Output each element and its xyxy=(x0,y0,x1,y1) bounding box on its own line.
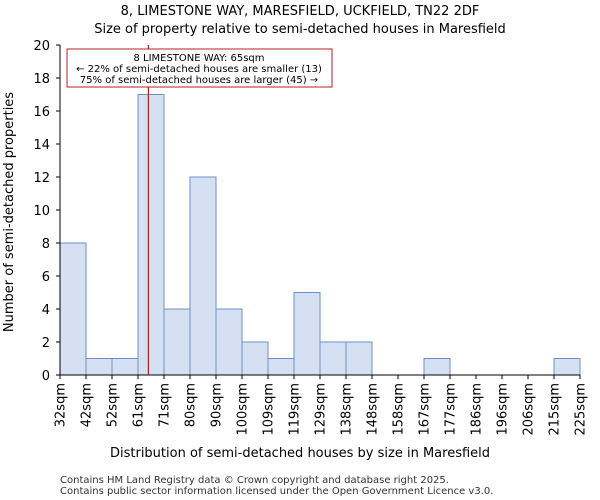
histogram-bar xyxy=(85,358,113,376)
x-tick-label: 225sqm xyxy=(574,383,589,436)
y-tick-label: 6 xyxy=(42,270,50,285)
bars-layer xyxy=(59,94,581,376)
x-tick-label: 109sqm xyxy=(262,383,277,436)
x-tick-label: 71sqm xyxy=(158,383,173,427)
x-tick-label: 119sqm xyxy=(288,383,303,436)
x-tick-label: 167sqm xyxy=(418,383,433,436)
y-tick-label: 14 xyxy=(33,138,50,153)
histogram-bar xyxy=(189,176,217,376)
y-tick-label: 16 xyxy=(33,105,50,120)
x-tick-label: 42sqm xyxy=(80,383,95,427)
histogram-bar xyxy=(241,341,269,376)
footer-line1: Contains HM Land Registry data © Crown c… xyxy=(60,475,449,486)
y-tick-label: 0 xyxy=(42,369,50,384)
annotation-line2: ← 22% of semi-detached houses are smalle… xyxy=(76,64,322,75)
x-tick-label: 52sqm xyxy=(106,383,121,427)
histogram-bar xyxy=(267,358,295,376)
x-tick-label: 129sqm xyxy=(314,383,329,436)
footer-line2: Contains public sector information licen… xyxy=(60,486,493,497)
x-tick-label: 100sqm xyxy=(236,383,251,436)
histogram-bar xyxy=(553,358,581,376)
x-tick-label: 90sqm xyxy=(210,383,225,427)
x-tick-label: 32sqm xyxy=(54,383,69,427)
y-tick-label: 2 xyxy=(42,336,50,351)
annotation-box: 8 LIMESTONE WAY: 65sqm ← 22% of semi-det… xyxy=(66,48,333,88)
x-tick-label: 148sqm xyxy=(366,383,381,436)
histogram-bar xyxy=(215,308,243,376)
x-tick-label: 177sqm xyxy=(444,383,459,436)
x-tick-label: 206sqm xyxy=(522,383,537,436)
annotation-frame xyxy=(66,48,333,88)
x-tick-label: 186sqm xyxy=(470,383,485,436)
y-tick-label: 4 xyxy=(42,303,50,318)
x-tick-label: 196sqm xyxy=(496,383,511,436)
histogram-bar xyxy=(319,341,347,376)
y-tick-labels: 0 2 4 6 8 10 12 14 16 18 20 xyxy=(33,39,60,384)
chart-title-line2: Size of property relative to semi-detach… xyxy=(94,22,506,37)
x-axis-label: Distribution of semi-detached houses by … xyxy=(110,446,490,461)
x-tick-label: 215sqm xyxy=(548,383,563,436)
histogram-bar xyxy=(111,358,139,376)
chart-title-line1: 8, LIMESTONE WAY, MARESFIELD, UCKFIELD, … xyxy=(121,4,480,19)
annotation-line1: 8 LIMESTONE WAY: 65sqm xyxy=(133,53,264,64)
y-axis-label: Number of semi-detached properties xyxy=(2,92,17,332)
x-tick-labels: 32sqm 42sqm 52sqm 61sqm 71sqm 80sqm 90sqm 100sq… xyxy=(54,375,589,436)
histogram-bar xyxy=(59,242,87,376)
y-tick-label: 18 xyxy=(33,72,50,87)
y-tick-label: 10 xyxy=(33,204,50,219)
x-tick-label: 80sqm xyxy=(184,383,199,427)
annotation-line3: 75% of semi-detached houses are larger (… xyxy=(80,75,318,86)
y-tick-label: 20 xyxy=(33,39,50,54)
histogram-bar xyxy=(423,358,451,376)
histogram-bar xyxy=(345,341,373,376)
x-tick-label: 61sqm xyxy=(132,383,147,427)
histogram-bar xyxy=(293,292,321,376)
y-tick-label: 12 xyxy=(33,171,50,186)
x-tick-label: 158sqm xyxy=(392,383,407,436)
y-tick-label: 8 xyxy=(42,237,50,252)
histogram-bar xyxy=(137,94,165,376)
x-tick-label: 138sqm xyxy=(340,383,355,436)
histogram-bar xyxy=(163,308,191,376)
